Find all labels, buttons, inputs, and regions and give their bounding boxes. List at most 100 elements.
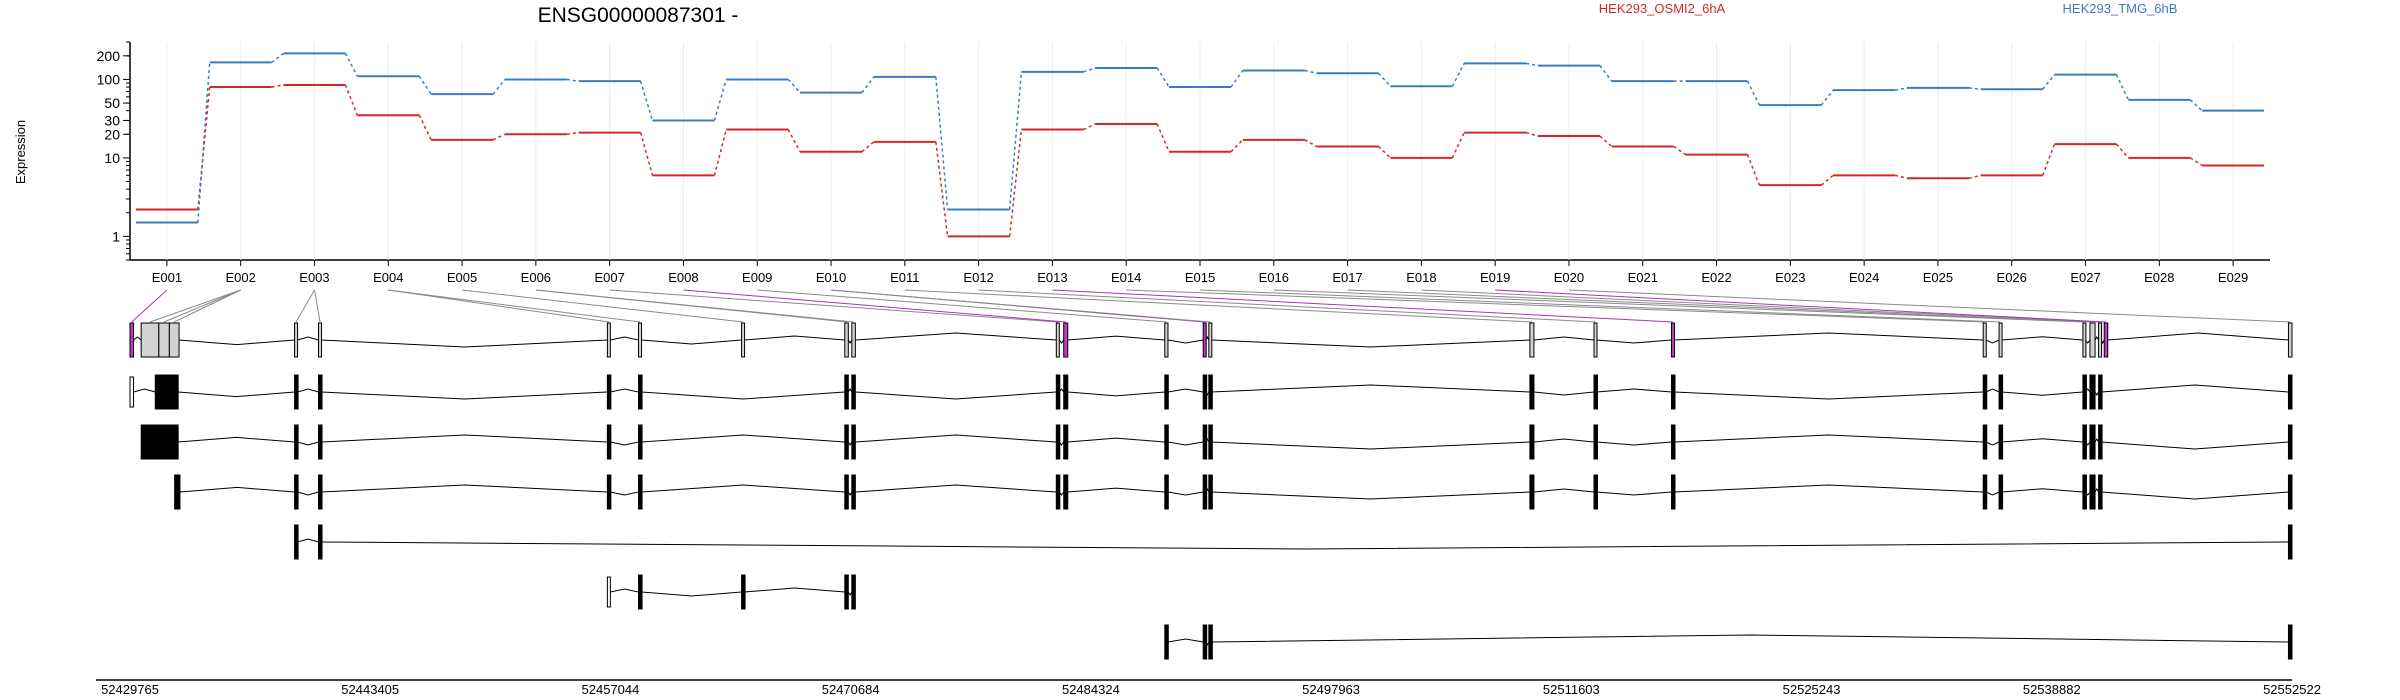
intron-line bbox=[297, 538, 319, 543]
x-tick-label: E011 bbox=[890, 270, 919, 285]
exon-box bbox=[158, 322, 170, 358]
transcript-exon bbox=[851, 374, 856, 410]
exon-connector bbox=[1495, 289, 2107, 323]
x-tick-label: E010 bbox=[816, 270, 846, 285]
series-connector bbox=[713, 79, 727, 121]
exon-connector bbox=[462, 289, 743, 323]
intron-line bbox=[847, 388, 853, 393]
exon-box bbox=[1202, 322, 1207, 358]
intron-line bbox=[2094, 438, 2100, 443]
intron-line bbox=[297, 441, 319, 446]
exon-box bbox=[851, 322, 856, 358]
series-connector bbox=[566, 131, 579, 136]
transcript-exon bbox=[2098, 474, 2103, 510]
intron-line bbox=[178, 391, 295, 398]
transcript-exon bbox=[1208, 624, 1213, 660]
transcript-exon bbox=[318, 474, 323, 510]
transcript-exon bbox=[2287, 474, 2293, 510]
exon-connector bbox=[1421, 289, 2100, 323]
exon-box bbox=[1593, 322, 1598, 358]
series-connector bbox=[344, 53, 358, 77]
intron-line bbox=[1533, 488, 1595, 493]
intron-line bbox=[321, 484, 608, 493]
intron-line bbox=[2001, 336, 2083, 341]
intron-line bbox=[1985, 388, 2000, 393]
exon-box bbox=[1982, 322, 1987, 358]
intron-line bbox=[1067, 437, 1165, 443]
transcript-exon bbox=[1998, 374, 2004, 410]
genome-tick-label: 52457044 bbox=[582, 682, 640, 697]
transcript-exon bbox=[1982, 374, 1988, 410]
series-connector bbox=[1746, 80, 1761, 106]
series-connector bbox=[1746, 154, 1761, 186]
transcript-exon bbox=[1208, 374, 1213, 410]
series-connector bbox=[271, 84, 284, 88]
series-connector bbox=[787, 129, 801, 153]
series-connector bbox=[1894, 87, 1908, 91]
transcript-exon bbox=[294, 374, 299, 410]
exon-connector bbox=[1273, 289, 2085, 323]
chart-title: ENSG00000087301 - bbox=[538, 4, 739, 27]
intron-line bbox=[847, 339, 853, 344]
intron-line bbox=[178, 436, 295, 443]
series-1 bbox=[135, 83, 2265, 238]
transcript-exon bbox=[606, 374, 612, 410]
exon-connector bbox=[830, 289, 1211, 323]
transcript-exon bbox=[1998, 474, 2004, 510]
series-connector bbox=[713, 129, 727, 176]
intron-line bbox=[2094, 488, 2100, 493]
series-connector bbox=[1599, 65, 1613, 82]
exon-connector bbox=[388, 289, 641, 323]
exon-connector bbox=[683, 289, 1066, 323]
intron-line bbox=[1674, 391, 1984, 400]
y-tick-label: 10 bbox=[104, 150, 120, 166]
series-connector bbox=[861, 76, 875, 94]
series-connector bbox=[1599, 135, 1613, 148]
x-tick-label: E020 bbox=[1554, 270, 1584, 285]
x-tick-label: E025 bbox=[1923, 270, 1953, 285]
intron-line bbox=[610, 336, 639, 341]
transcript-exon bbox=[638, 574, 643, 610]
intron-line bbox=[1985, 491, 2000, 496]
intron-line bbox=[1067, 391, 1165, 397]
intron-line bbox=[2001, 488, 2083, 493]
transcript-6 bbox=[1164, 624, 2293, 660]
exon-box bbox=[2098, 322, 2103, 358]
transcript-1 bbox=[129, 374, 2293, 410]
series-connector bbox=[1230, 139, 1244, 153]
series-connector bbox=[2042, 143, 2056, 176]
intron-line bbox=[610, 491, 639, 496]
transcript-exon bbox=[1202, 374, 1208, 410]
series-connector bbox=[1304, 139, 1317, 148]
x-tick-label: E017 bbox=[1332, 270, 1362, 285]
exon-box bbox=[844, 322, 849, 358]
intron-line bbox=[133, 388, 156, 393]
intron-line bbox=[1167, 638, 1204, 643]
intron-line bbox=[1533, 336, 1595, 341]
intron-line bbox=[297, 336, 319, 341]
transcript-exon bbox=[129, 376, 135, 408]
y-tick-label: 30 bbox=[104, 112, 120, 128]
transcript-exon bbox=[2287, 624, 2293, 660]
intron-line bbox=[1211, 339, 1530, 348]
transcript-exon bbox=[1164, 374, 1169, 410]
intron-line bbox=[641, 339, 742, 345]
transcript-exon bbox=[2082, 474, 2087, 510]
intron-line bbox=[641, 591, 742, 597]
series-connector bbox=[418, 75, 432, 95]
x-tick-label: E004 bbox=[373, 270, 403, 285]
intron-line bbox=[855, 434, 1057, 443]
transcript-exon bbox=[2089, 424, 2096, 460]
transcript-exon bbox=[1998, 424, 2004, 460]
x-tick-label: E002 bbox=[226, 270, 256, 285]
transcript-exon bbox=[294, 474, 299, 510]
exon-box bbox=[638, 322, 643, 358]
transcript-exon bbox=[1593, 374, 1598, 410]
genome-tick-label: 52552522 bbox=[2263, 682, 2321, 697]
exon-connector bbox=[757, 289, 1167, 323]
series-connector bbox=[1083, 67, 1096, 73]
series-connector bbox=[566, 78, 579, 82]
transcript-4 bbox=[294, 524, 2293, 560]
exon-connector bbox=[313, 289, 321, 323]
intron-line bbox=[321, 391, 608, 400]
